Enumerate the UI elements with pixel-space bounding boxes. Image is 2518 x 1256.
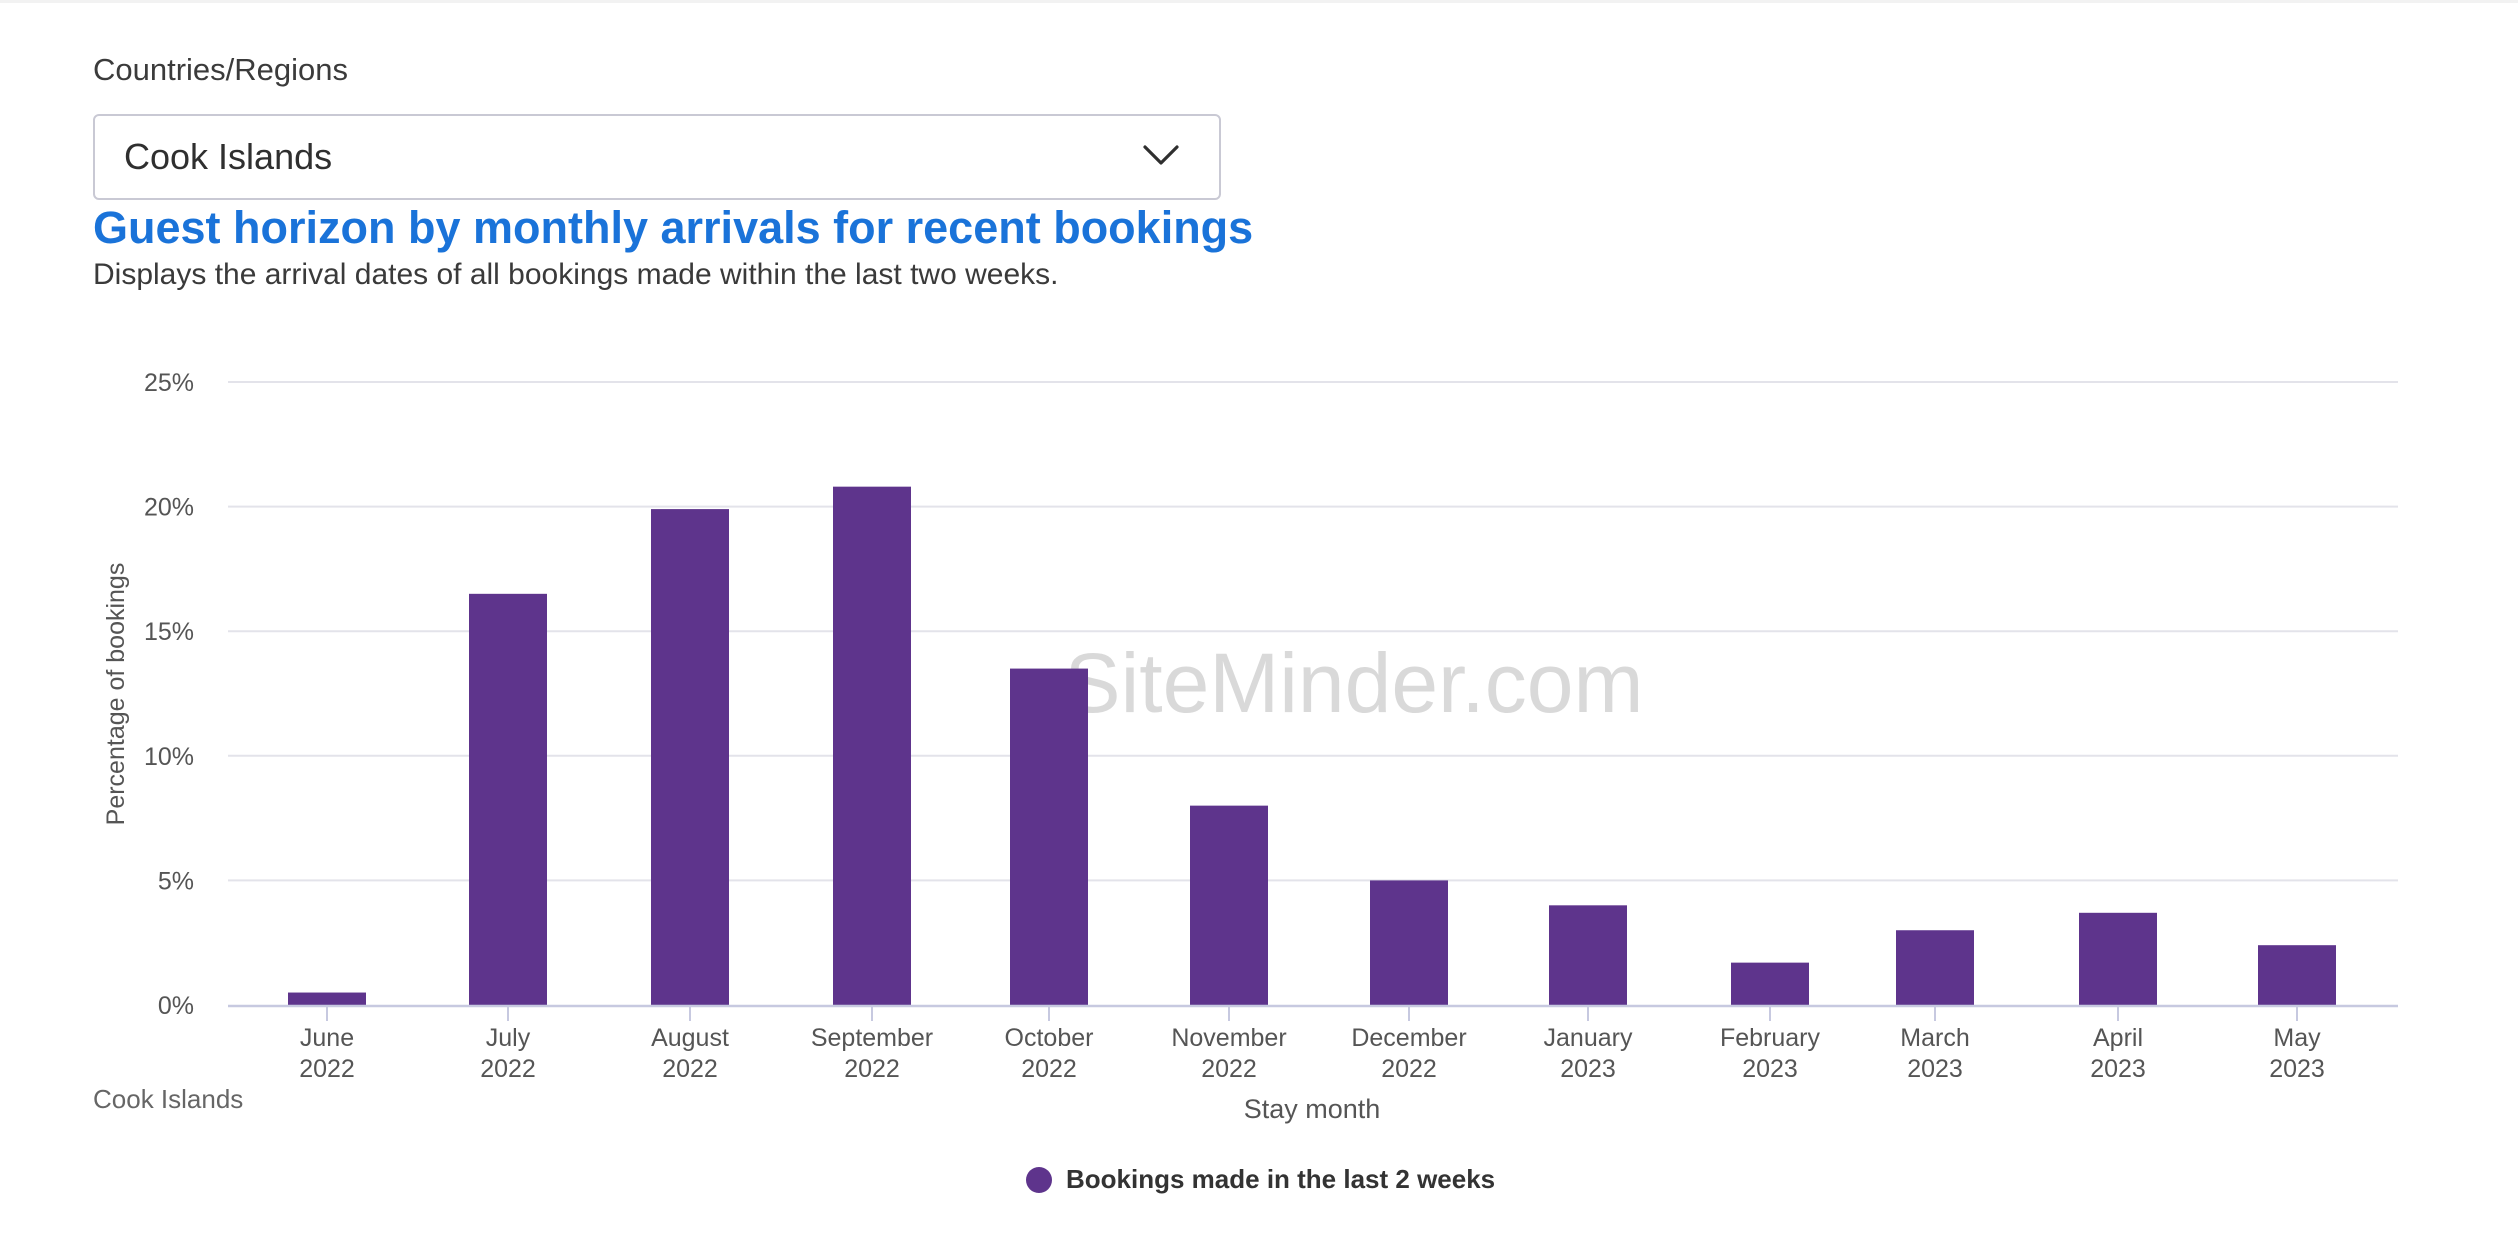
x-tick-label-year: 2022 bbox=[480, 1055, 536, 1083]
x-tick-label-year: 2022 bbox=[662, 1055, 718, 1083]
x-tick-label-year: 2022 bbox=[1021, 1055, 1077, 1083]
bar bbox=[1010, 668, 1088, 1005]
x-tick-label-month: January bbox=[1544, 1024, 1633, 1052]
bar bbox=[1190, 805, 1268, 1005]
y-tick-label: 20% bbox=[144, 494, 194, 522]
x-tick-label-year: 2022 bbox=[1201, 1055, 1257, 1083]
bar bbox=[2258, 945, 2336, 1005]
y-tick-label: 5% bbox=[158, 867, 194, 895]
x-tick-label-month: November bbox=[1171, 1024, 1286, 1052]
x-tick-label-month: July bbox=[486, 1024, 531, 1052]
chart-subtitle: Displays the arrival dates of all bookin… bbox=[93, 258, 1059, 291]
y-tick-label: 25% bbox=[144, 369, 194, 397]
country-filter-label: Countries/Regions bbox=[93, 52, 349, 87]
x-tick-label-year: 2023 bbox=[1742, 1055, 1798, 1083]
x-tick-label-year: 2022 bbox=[1381, 1055, 1437, 1083]
bar bbox=[833, 486, 911, 1005]
x-tick-label-month: May bbox=[2273, 1024, 2321, 1052]
bar bbox=[2079, 912, 2157, 1005]
chart-legend[interactable]: Bookings made in the last 2 weeks bbox=[1026, 1164, 1495, 1195]
x-tick-label-month: April bbox=[2093, 1024, 2143, 1052]
bar bbox=[1896, 930, 1974, 1005]
x-tick-label-month: June bbox=[300, 1024, 354, 1052]
x-tick-label-month: February bbox=[1720, 1024, 1821, 1052]
chevron-down-icon bbox=[1143, 145, 1179, 165]
legend-label: Bookings made in the last 2 weeks bbox=[1066, 1164, 1496, 1194]
x-tick-label-year: 2022 bbox=[299, 1055, 355, 1083]
x-tick-label-month: August bbox=[651, 1024, 729, 1052]
x-tick-label-month: December bbox=[1351, 1024, 1466, 1052]
bar bbox=[651, 509, 729, 1005]
y-tick-label: 0% bbox=[158, 992, 194, 1020]
x-tick-label-month: October bbox=[1005, 1024, 1094, 1052]
x-axis-title: Stay month bbox=[1244, 1094, 1381, 1124]
country-select[interactable]: Cook Islands bbox=[93, 114, 1221, 200]
country-select-value: Cook Islands bbox=[124, 136, 333, 177]
top-divider bbox=[0, 0, 2518, 3]
bar bbox=[288, 992, 366, 1005]
x-tick-label-year: 2023 bbox=[1560, 1055, 1616, 1083]
country-caption: Cook Islands bbox=[93, 1084, 244, 1114]
bar bbox=[1370, 880, 1448, 1005]
y-tick-label: 15% bbox=[144, 618, 194, 646]
x-tick-label-year: 2023 bbox=[2090, 1055, 2146, 1083]
legend-marker bbox=[1026, 1166, 1052, 1193]
x-tick-label-year: 2023 bbox=[2269, 1055, 2325, 1083]
chart-title: Guest horizon by monthly arrivals for re… bbox=[93, 202, 1254, 253]
watermark: SiteMinder.com bbox=[1065, 636, 1644, 730]
bar bbox=[469, 593, 547, 1005]
bar bbox=[1549, 905, 1627, 1005]
x-tick-label-month: September bbox=[811, 1024, 933, 1052]
x-tick-label-year: 2022 bbox=[844, 1055, 900, 1083]
x-tick-label-month: March bbox=[1900, 1024, 1969, 1052]
y-tick-label: 10% bbox=[144, 743, 194, 771]
y-axis-title: Percentage of bookings bbox=[102, 563, 130, 826]
x-tick-label-year: 2023 bbox=[1907, 1055, 1963, 1083]
bar bbox=[1731, 962, 1809, 1005]
